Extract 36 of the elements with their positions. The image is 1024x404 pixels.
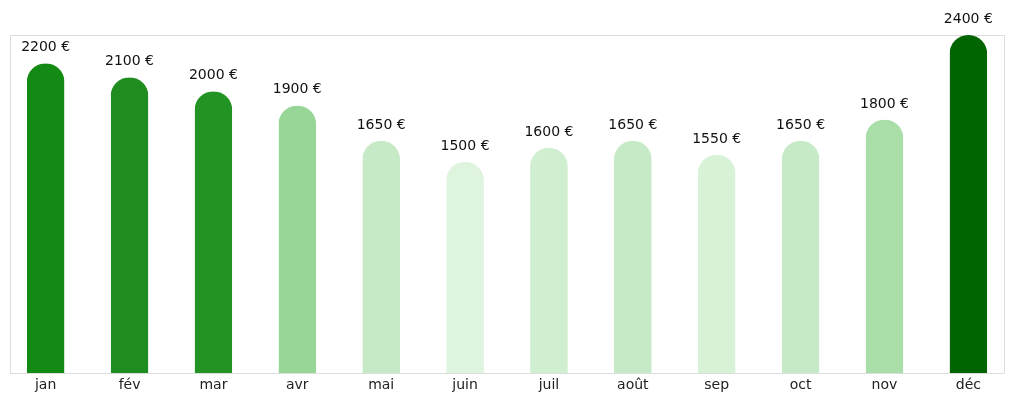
- data-label: 1650 €: [608, 115, 658, 132]
- data-label: 2000 €: [188, 66, 238, 83]
- data-label: 1550 €: [692, 129, 742, 146]
- bar: [362, 140, 401, 373]
- x-tick-label: fév: [118, 375, 141, 392]
- x-tick-label: oct: [789, 375, 812, 392]
- x-tick-label: mai: [368, 375, 395, 392]
- x-tick-label: mar: [199, 375, 228, 392]
- x-tick-label: juin: [451, 375, 478, 392]
- data-label: 2100 €: [105, 52, 155, 69]
- x-tick-label: avr: [285, 375, 309, 392]
- data-label: 2200 €: [21, 38, 71, 55]
- x-tick-label: nov: [871, 375, 898, 392]
- bar: [781, 140, 820, 373]
- bar: [697, 154, 736, 373]
- bar: [865, 119, 904, 373]
- x-tick-label: août: [617, 375, 650, 392]
- bar: [613, 140, 652, 373]
- bar: [194, 91, 233, 373]
- bar: [446, 161, 484, 373]
- bar: [278, 105, 317, 373]
- x-tick-label: déc: [955, 375, 981, 392]
- x-tick-label: juil: [537, 375, 560, 392]
- data-label: 1600 €: [524, 122, 574, 139]
- data-label: 2400 €: [943, 10, 993, 26]
- bar: [110, 77, 149, 373]
- data-label: 1650 €: [776, 115, 826, 132]
- bar: [530, 147, 568, 373]
- x-tick-label: sep: [704, 375, 730, 392]
- data-label: 1800 €: [859, 94, 909, 111]
- bar: [949, 35, 988, 373]
- x-tick-label: jan: [33, 375, 57, 392]
- bar: [26, 63, 65, 373]
- data-label: 1500 €: [440, 136, 490, 153]
- data-label: 1900 €: [272, 80, 322, 97]
- data-label: 1650 €: [356, 115, 406, 132]
